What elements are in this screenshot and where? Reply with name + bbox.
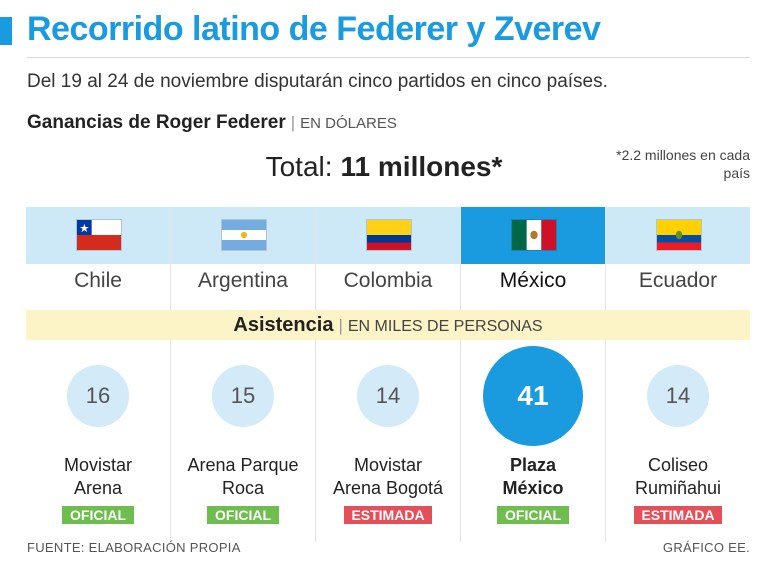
venue-line: Arena Parque (187, 455, 299, 475)
status-badge-chile: OFICIAL (62, 506, 134, 524)
venue-ecuador: Coliseo Rumiñahui (606, 454, 750, 500)
venue-line: Coliseo (647, 455, 709, 475)
mexico-flag-icon (511, 219, 557, 251)
venue-line: Arena (73, 478, 123, 498)
venue-line: Rumiñahui (634, 478, 722, 498)
venue-colombia: Movistar Arena Bogotá (316, 454, 460, 500)
country-colombia: Colombia (316, 207, 460, 302)
subtitle: Del 19 al 24 de noviembre disputarán cin… (27, 71, 608, 92)
title-accent-bar (0, 17, 12, 45)
venue-line: Arena Bogotá (332, 478, 444, 498)
venue-line: Movistar (353, 455, 422, 475)
venue-line: Movistar (63, 455, 132, 475)
status-badge-colombia: ESTIMADA (344, 506, 432, 524)
total-value: 11 millones* (340, 151, 503, 182)
bubble-value: 14 (375, 383, 401, 408)
column-divider (170, 207, 171, 542)
venue-line: Roca (221, 478, 265, 498)
venue-chile: Movistar Arena (26, 454, 170, 500)
source-note: FUENTE: ELABORACIÓN PROPIA (27, 540, 241, 555)
total-label: Total: (265, 151, 333, 182)
attendance-bubble-chile: 16 (67, 365, 129, 427)
bubble-value: 14 (665, 383, 691, 408)
country-ecuador: Ecuador (606, 207, 750, 302)
bubble-value: 16 (85, 383, 111, 408)
bubble-value: 15 (230, 383, 256, 408)
country-mexico: México (461, 207, 605, 302)
chile-flag-icon (76, 219, 122, 251)
bubble-value: 41 (517, 380, 549, 411)
attendance-separator: | (338, 316, 343, 335)
attendance-bubble-mexico: 41 (483, 346, 583, 446)
status-badge-ecuador: ESTIMADA (634, 506, 722, 524)
flag-band (26, 207, 170, 264)
colombia-flag-icon (366, 219, 412, 251)
ecuador-flag-icon (656, 219, 702, 251)
venue-line: México (502, 478, 564, 498)
earnings-separator: | (290, 113, 296, 132)
venue-argentina: Arena Parque Roca (171, 454, 315, 500)
earnings-unit: EN DÓLARES (300, 115, 397, 132)
attendance-bubble-ecuador: 14 (647, 365, 709, 427)
attendance-bubble-argentina: 15 (212, 365, 274, 427)
graphic-credit: GRÁFICO EE. (662, 540, 750, 555)
earnings-note: *2.2 millones en cada país (616, 147, 750, 181)
flag-band (461, 207, 605, 264)
argentina-flag-icon (221, 219, 267, 251)
attendance-heading: Asistencia | EN MILES DE PERSONAS (26, 310, 750, 340)
column-divider (460, 207, 461, 542)
attendance-label: Asistencia (233, 314, 334, 336)
column-divider (315, 207, 316, 542)
country-name: Ecuador (638, 269, 718, 292)
country-name: Chile (74, 269, 122, 292)
country-name: México (499, 269, 567, 292)
country-row: Chile Argentina Colombia (26, 207, 750, 302)
attendance-bubble-colombia: 14 (357, 365, 419, 427)
title-divider (27, 57, 750, 58)
venue-mexico: Plaza México (461, 454, 605, 500)
flag-band (606, 207, 750, 264)
country-name: Colombia (343, 269, 433, 292)
country-argentina: Argentina (171, 207, 315, 302)
country-chile: Chile (26, 207, 170, 302)
flag-band (171, 207, 315, 264)
earnings-label: Ganancias de Roger Federer (27, 112, 286, 133)
attendance-unit: EN MILES DE PERSONAS (347, 318, 543, 335)
flag-band (316, 207, 460, 264)
country-name: Argentina (198, 269, 288, 292)
page-title: Recorrido latino de Federer y Zverev (27, 10, 601, 48)
venue-line: Plaza (509, 455, 557, 475)
column-divider (605, 207, 606, 542)
earnings-heading: Ganancias de Roger Federer | EN DÓLARES (27, 112, 397, 134)
status-badge-mexico: OFICIAL (497, 506, 569, 524)
status-badge-argentina: OFICIAL (207, 506, 279, 524)
earnings-total: Total: 11 millones* (0, 151, 768, 183)
